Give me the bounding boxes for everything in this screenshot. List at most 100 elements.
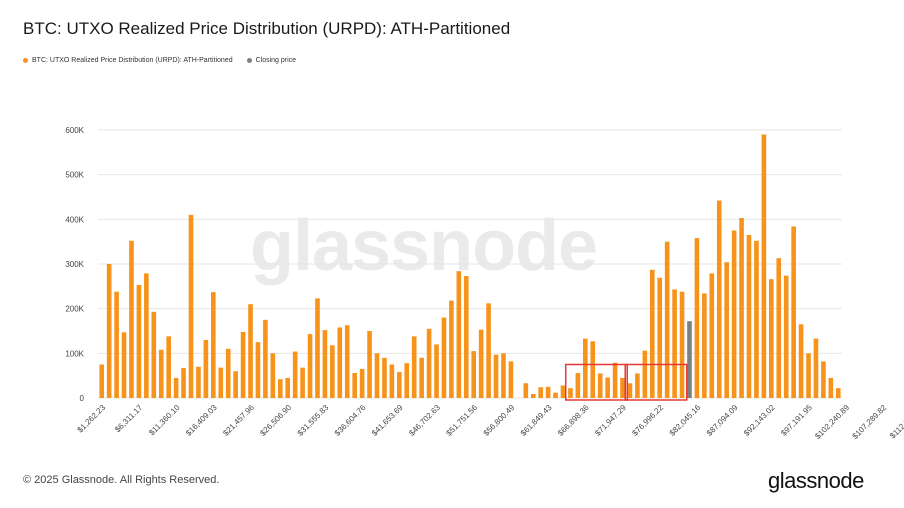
bar (702, 293, 707, 398)
x-tick-label: $1,262.23 (76, 403, 108, 435)
x-tick-label: $31,555.83 (296, 403, 331, 438)
bar (359, 368, 365, 398)
bar (292, 351, 298, 398)
y-tick-label: 400K (65, 215, 84, 224)
bar (382, 357, 387, 398)
y-tick-label: 0 (80, 394, 85, 403)
bar (769, 279, 774, 398)
bar (806, 353, 811, 398)
bar (434, 344, 439, 398)
bar (344, 325, 350, 398)
x-tick-label: $26,506.90 (258, 403, 293, 438)
y-tick-label: 600K (65, 126, 84, 135)
bar (99, 364, 105, 398)
bar (263, 319, 268, 398)
bar (679, 291, 685, 398)
x-tick-label: $36,604.76 (333, 403, 368, 438)
x-tick-label: $66,898.36 (556, 403, 591, 438)
x-tick-label: $112,338.75 (888, 403, 904, 441)
closing-price-bar (687, 321, 692, 398)
bar (114, 291, 119, 398)
bar (352, 372, 357, 398)
legend: BTC: UTXO Realized Price Distribution (U… (23, 57, 310, 64)
bar (471, 351, 477, 398)
bar (397, 372, 402, 398)
bar (642, 350, 648, 398)
bar (203, 339, 209, 398)
bar (776, 258, 782, 398)
bar (486, 303, 491, 398)
bar (196, 366, 201, 398)
bar (181, 368, 186, 398)
x-tick-label: $102,240.89 (813, 403, 851, 441)
bar (791, 226, 796, 398)
bar (166, 336, 171, 398)
bar (716, 200, 722, 398)
bar (523, 383, 529, 398)
x-tick-label: $51,751.56 (444, 403, 479, 438)
bar (605, 377, 610, 398)
bar (635, 373, 640, 398)
bar (530, 393, 536, 398)
bar (798, 324, 804, 398)
bar (649, 269, 655, 398)
bar (151, 311, 157, 398)
bar (389, 364, 395, 398)
bar (255, 342, 261, 398)
bar (173, 377, 179, 398)
bar (724, 262, 729, 398)
bar (754, 240, 759, 398)
legend-item-closing-price[interactable]: Closing price (246, 57, 297, 64)
bar (233, 371, 238, 398)
bar (835, 388, 841, 398)
bar (307, 334, 313, 398)
bar (441, 317, 447, 398)
bar (129, 240, 134, 398)
bar (367, 331, 372, 398)
bar (248, 304, 253, 398)
bar (106, 264, 112, 398)
x-tick-label: $11,360.10 (147, 403, 182, 438)
legend-item-urpd[interactable]: BTC: UTXO Realized Price Distribution (U… (23, 57, 233, 64)
x-tick-label: $16,409.03 (184, 403, 219, 438)
bar (612, 362, 618, 398)
chart-title: BTC: UTXO Realized Price Distribution (U… (23, 19, 511, 38)
x-tick-label: $46,702.63 (407, 403, 442, 438)
bar (657, 277, 663, 398)
bar (545, 386, 551, 398)
glassnode-logo: glassnode (768, 468, 864, 493)
bar (672, 289, 677, 398)
y-tick-label: 100K (65, 349, 84, 358)
bar (694, 238, 700, 398)
bar (493, 354, 499, 398)
highlight-box (564, 363, 628, 401)
bar (597, 373, 603, 398)
legend-dot-closing-price (246, 58, 252, 63)
x-tick-label: $61,849.43 (519, 403, 554, 438)
legend-label-urpd: BTC: UTXO Realized Price Distribution (U… (32, 57, 233, 64)
bar (225, 348, 231, 398)
x-tick-label: $41,653.69 (370, 403, 405, 438)
bar (285, 377, 291, 398)
bar (218, 367, 224, 398)
bar (419, 357, 424, 398)
bar (121, 332, 127, 398)
x-tick-label: $82,045.16 (668, 403, 703, 438)
bar (553, 392, 558, 398)
bar (322, 330, 328, 398)
bar (211, 292, 216, 398)
bar (709, 273, 715, 398)
bar (746, 234, 752, 398)
bar (337, 327, 343, 398)
x-tick-label: $56,800.49 (482, 403, 517, 438)
bar (270, 353, 276, 398)
bar (821, 361, 826, 398)
bar (620, 377, 625, 398)
legend-label-closing-price: Closing price (255, 57, 297, 64)
x-tick-label: $97,191.95 (779, 403, 814, 438)
bar (188, 214, 194, 398)
bar (560, 385, 566, 398)
bar (449, 300, 454, 398)
bar (144, 273, 149, 398)
bar (501, 353, 506, 398)
